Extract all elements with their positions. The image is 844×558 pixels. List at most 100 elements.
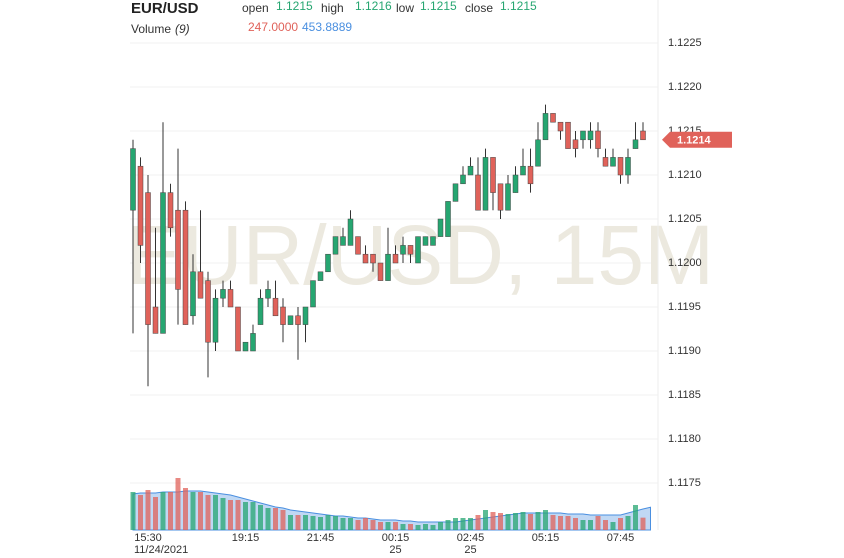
volume-bar bbox=[183, 488, 188, 530]
volume-bar bbox=[475, 515, 481, 530]
candle-body bbox=[362, 253, 369, 264]
candle-body bbox=[512, 174, 519, 193]
y-tick-label: 1.1185 bbox=[668, 389, 701, 401]
candle-body bbox=[505, 183, 511, 211]
volume-bar bbox=[490, 512, 496, 530]
volume-label: Volume bbox=[131, 22, 171, 36]
candle-body bbox=[175, 209, 181, 290]
candle-body bbox=[430, 236, 436, 246]
candle-body bbox=[242, 341, 249, 352]
volume-bar bbox=[603, 520, 608, 530]
x-tick-label: 00:15 bbox=[382, 532, 410, 544]
candle-body bbox=[212, 297, 219, 343]
volume-bar bbox=[370, 520, 376, 530]
candle-body bbox=[385, 253, 391, 281]
candle-body bbox=[535, 139, 541, 167]
x-tick-label: 19:15 bbox=[232, 532, 260, 544]
volume-ma-area bbox=[132, 490, 651, 531]
candle-body bbox=[490, 157, 496, 193]
volume-bar bbox=[528, 514, 533, 530]
candle-body bbox=[520, 165, 526, 176]
volume-bar bbox=[175, 478, 181, 530]
legend-value: 1.1215 bbox=[420, 0, 457, 13]
volume-bar bbox=[595, 516, 601, 530]
volume-bar bbox=[138, 495, 143, 530]
candle-body bbox=[205, 280, 211, 343]
candle-body bbox=[467, 165, 474, 176]
volume-bar bbox=[588, 520, 593, 530]
volume-bar bbox=[258, 505, 263, 530]
volume-bar bbox=[228, 500, 233, 530]
x-tick-label: 21:45 bbox=[307, 532, 335, 544]
volume-bar bbox=[333, 516, 338, 530]
candle-body bbox=[160, 192, 166, 334]
volume-bar bbox=[280, 510, 286, 530]
x-tick-label: 15:30 bbox=[134, 532, 162, 544]
volume-bar bbox=[580, 520, 586, 530]
y-tick-label: 1.1220 bbox=[668, 81, 702, 93]
volume-bar bbox=[535, 512, 541, 530]
candle-body bbox=[317, 271, 324, 281]
volume-period: (9) bbox=[175, 22, 190, 36]
candle-body bbox=[340, 236, 346, 246]
candle-body bbox=[617, 157, 624, 176]
y-tick-label: 1.1190 bbox=[668, 345, 701, 357]
candle-body bbox=[325, 253, 331, 273]
volume-bar bbox=[355, 520, 361, 530]
volume-bar bbox=[273, 508, 278, 530]
volume-bar bbox=[498, 513, 503, 530]
volume-bar bbox=[160, 492, 166, 530]
x-tick-label: 07:45 bbox=[607, 532, 635, 544]
volume-bar bbox=[565, 516, 571, 530]
volume-bar bbox=[205, 495, 211, 530]
candle-body bbox=[310, 280, 316, 308]
volume-bar bbox=[220, 498, 226, 530]
candle-body bbox=[452, 183, 459, 202]
candle-body bbox=[145, 192, 151, 325]
price-badge bbox=[662, 131, 732, 148]
symbol: EUR/USD bbox=[131, 0, 199, 17]
candle-body bbox=[220, 289, 226, 299]
candle-body bbox=[355, 236, 361, 255]
candle-body bbox=[370, 253, 376, 264]
volume-bar bbox=[438, 522, 443, 530]
volume-bar bbox=[618, 518, 623, 530]
y-tick-label: 1.1210 bbox=[668, 169, 702, 181]
candle-body bbox=[587, 130, 594, 141]
volume-bar bbox=[445, 520, 451, 530]
volume-bar bbox=[513, 513, 518, 530]
volume-bar bbox=[378, 522, 383, 530]
x-date-label: 25 bbox=[464, 544, 476, 556]
volume-bar bbox=[295, 515, 301, 530]
volume-bar bbox=[250, 502, 256, 530]
candle-body bbox=[602, 157, 609, 167]
candle-body bbox=[632, 139, 639, 149]
volume-bar bbox=[625, 516, 631, 530]
volume-bar bbox=[385, 522, 391, 530]
candle-body bbox=[167, 192, 174, 229]
candle-body bbox=[557, 121, 564, 132]
price-badge-label: 1.1214 bbox=[677, 135, 712, 147]
volume-bar bbox=[348, 518, 353, 530]
candle-body bbox=[497, 183, 504, 211]
x-date-label: 25 bbox=[389, 544, 401, 556]
volume-bar bbox=[520, 512, 526, 530]
y-tick-label: 1.1180 bbox=[668, 433, 701, 445]
legend-label: close bbox=[465, 1, 493, 15]
candle-body bbox=[542, 113, 549, 141]
candle-body bbox=[190, 271, 196, 317]
candle-body bbox=[377, 262, 384, 281]
volume-bar bbox=[235, 500, 241, 530]
candle-body bbox=[445, 201, 451, 237]
volume-bar bbox=[610, 522, 616, 530]
candle-body bbox=[550, 113, 556, 123]
candle-body bbox=[272, 297, 279, 317]
x-date-label: 11/24/2021 bbox=[134, 544, 188, 556]
candle-body bbox=[137, 165, 144, 246]
volume-ma-value: 453.8889 bbox=[302, 20, 352, 34]
volume-bar bbox=[483, 510, 488, 530]
legend-value: 1.1215 bbox=[500, 0, 537, 13]
candle-body bbox=[437, 218, 444, 237]
candle-body bbox=[422, 236, 429, 246]
volume-bar bbox=[550, 515, 556, 530]
